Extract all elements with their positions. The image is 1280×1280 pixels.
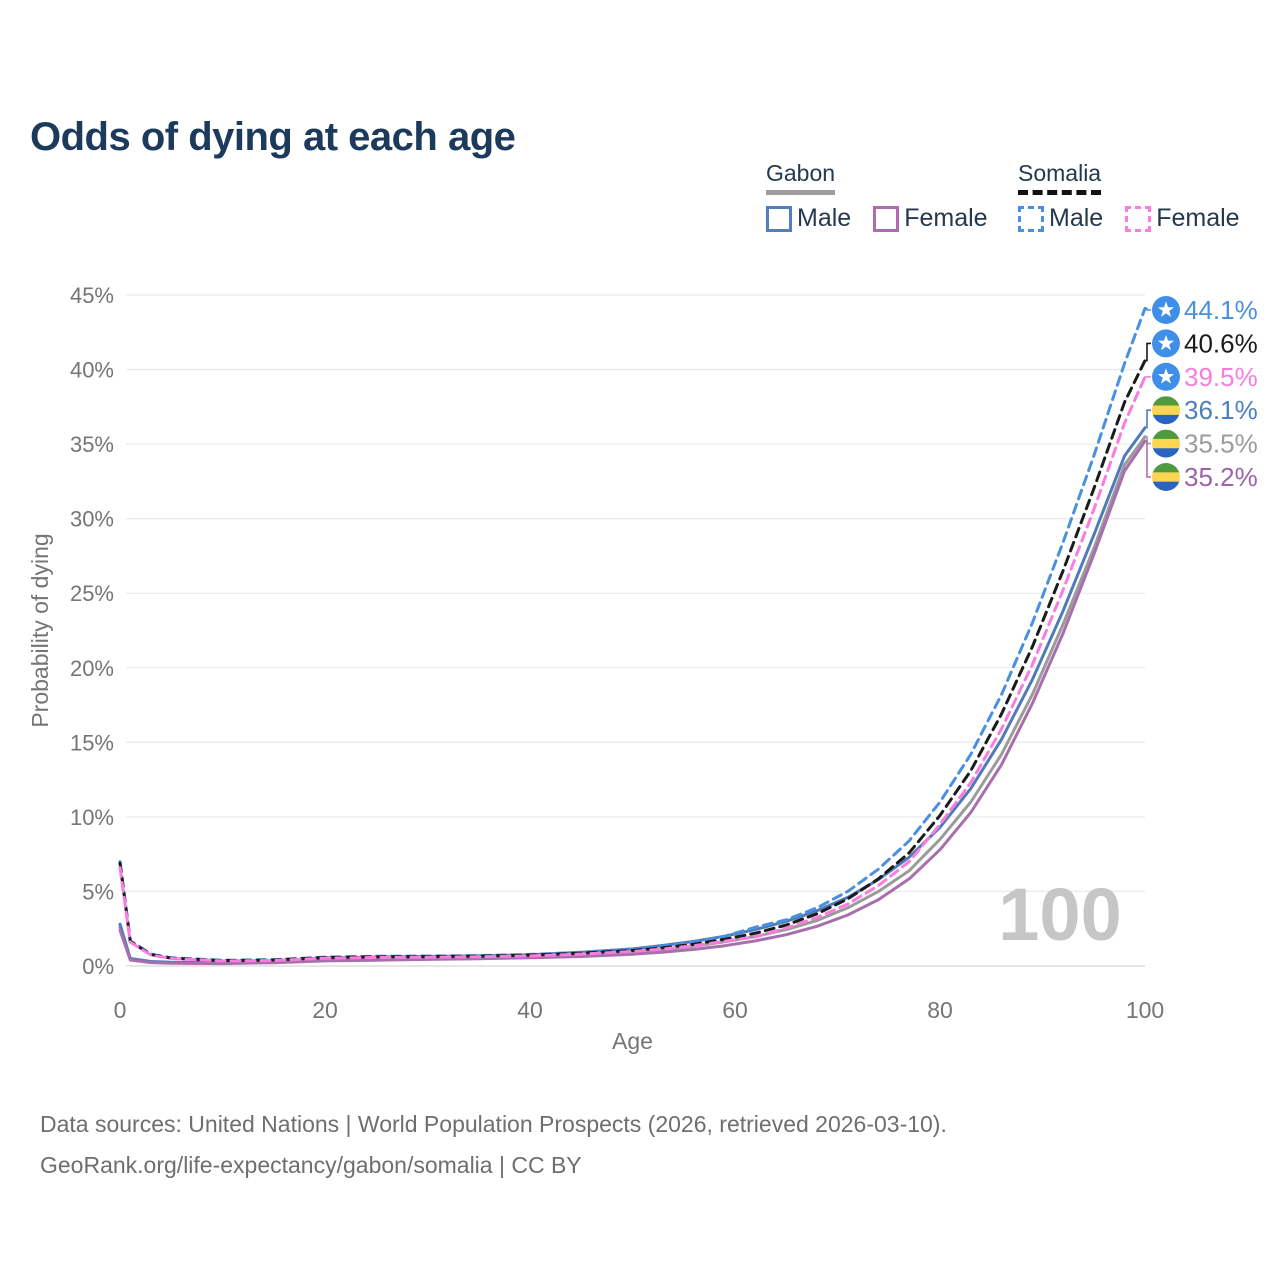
series-line-somalia-female[interactable]: [118, 375, 1147, 963]
label-leader-line: [1144, 409, 1151, 429]
y-tick-label: 10%: [70, 805, 114, 830]
end-label-gabon-male: 36.1%: [1184, 395, 1258, 425]
legend-item-gabon-female[interactable]: Female: [873, 204, 988, 233]
series-line-somalia-both[interactable]: [118, 359, 1147, 963]
gabon-male-swatch: [766, 205, 792, 232]
x-tick-label: 100: [1126, 997, 1164, 1023]
end-label-somalia-both: 40.6%: [1184, 328, 1258, 358]
flag-icon-somalia: [1152, 329, 1180, 358]
y-tick-label: 35%: [70, 432, 114, 457]
legend-item-gabon-male[interactable]: Male: [766, 204, 851, 233]
legend-item-somalia-male[interactable]: Male: [1018, 204, 1103, 233]
y-tick-label: 40%: [70, 358, 114, 383]
y-tick-label: 30%: [70, 507, 114, 532]
end-label-somalia-male: 44.1%: [1184, 295, 1258, 325]
y-tick-label: 0%: [82, 954, 114, 979]
x-tick-label: 80: [927, 997, 953, 1023]
series-line-gabon-male[interactable]: [118, 426, 1147, 965]
end-label-gabon-female: 35.2%: [1184, 462, 1258, 492]
y-tick-label: 25%: [70, 581, 114, 606]
data-sources-footer: Data sources: United Nations | World Pop…: [40, 1104, 947, 1186]
flag-icon-somalia: [1152, 362, 1180, 391]
x-tick-label: 40: [517, 997, 543, 1023]
legend-group-somalia: Somalia Male Female: [1018, 160, 1240, 233]
legend-label: Male: [1049, 204, 1104, 232]
gabon-female-swatch: [873, 205, 900, 232]
label-leader-line: [1144, 440, 1151, 478]
x-axis-title: Age: [612, 1028, 653, 1054]
series-line-gabon-female[interactable]: [118, 439, 1147, 966]
series-line-somalia-male[interactable]: [118, 306, 1147, 962]
legend-label: Male: [797, 204, 852, 232]
legend-group-gabon: Gabon Male Female: [766, 160, 988, 233]
series-line-gabon-both[interactable]: [118, 435, 1147, 965]
y-tick-label: 20%: [70, 656, 114, 681]
y-tick-label: 45%: [70, 283, 114, 308]
legend-country-somalia: Somalia: [1018, 160, 1102, 195]
flag-icon-gabon: [1152, 396, 1180, 425]
label-leader-line: [1144, 307, 1151, 311]
somalia-female-swatch: [1125, 205, 1152, 232]
x-tick-label: 20: [312, 997, 338, 1023]
y-axis-title: Probability of dying: [27, 533, 53, 727]
flag-icon-gabon: [1152, 463, 1180, 491]
label-leader-line: [1144, 342, 1151, 362]
somalia-male-swatch: [1018, 205, 1044, 232]
y-tick-label: 5%: [82, 879, 114, 904]
page-title: Odds of dying at each age: [30, 114, 516, 159]
label-leader-line: [1144, 435, 1151, 445]
legend-label: Female: [1156, 204, 1240, 232]
end-label-gabon-both: 35.5%: [1184, 429, 1258, 459]
legend-item-somalia-female[interactable]: Female: [1125, 204, 1240, 233]
flag-icon-gabon: [1152, 429, 1180, 458]
x-tick-label: 60: [722, 997, 748, 1023]
y-tick-label: 15%: [70, 730, 114, 755]
age-watermark: 100: [998, 873, 1121, 956]
end-label-somalia-female: 39.5%: [1184, 362, 1258, 392]
footer-line-attribution: GeoRank.org/life-expectancy/gabon/somali…: [40, 1152, 582, 1178]
legend-country-gabon: Gabon: [766, 160, 836, 195]
legend-label: Female: [904, 204, 988, 232]
x-tick-label: 0: [114, 997, 127, 1023]
footer-line-sources: Data sources: United Nations | World Pop…: [40, 1111, 947, 1137]
flag-icon-somalia: [1152, 296, 1180, 324]
